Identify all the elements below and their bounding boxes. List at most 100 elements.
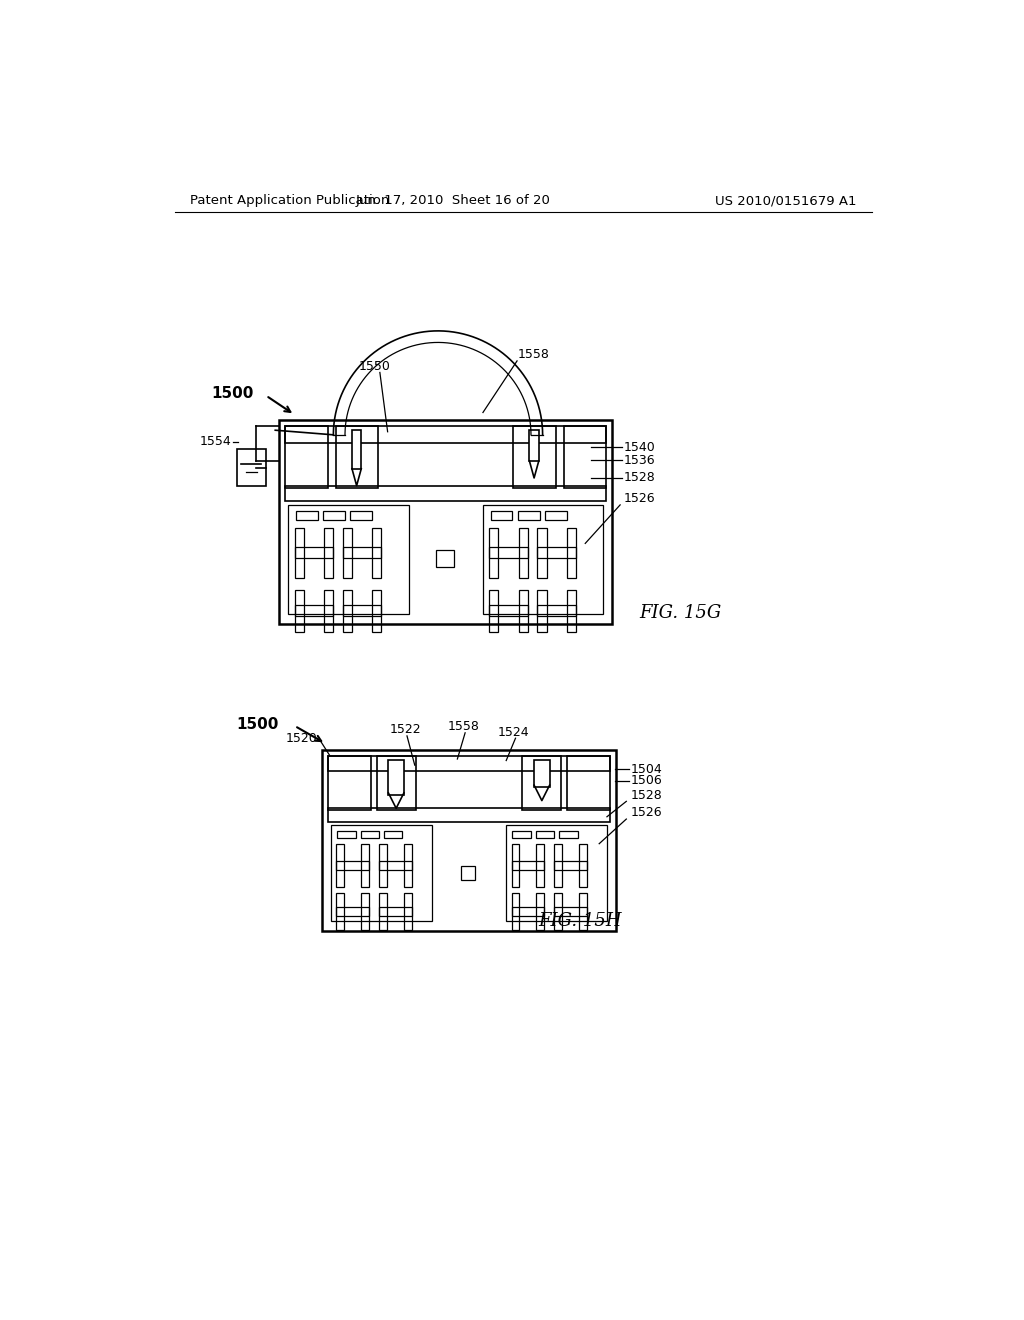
Bar bbox=[518, 528, 528, 578]
Text: 1550: 1550 bbox=[358, 360, 390, 372]
Bar bbox=[372, 528, 381, 578]
Bar bbox=[554, 907, 587, 916]
Bar bbox=[518, 511, 540, 520]
Text: 1524: 1524 bbox=[498, 726, 529, 739]
Bar bbox=[538, 590, 547, 632]
Bar bbox=[567, 756, 610, 810]
Bar bbox=[490, 511, 512, 520]
Bar bbox=[512, 907, 544, 916]
Bar bbox=[361, 845, 369, 887]
Bar bbox=[322, 750, 616, 931]
Bar bbox=[545, 511, 566, 520]
Bar bbox=[554, 894, 562, 929]
Text: 1540: 1540 bbox=[624, 441, 655, 454]
Bar bbox=[566, 590, 575, 632]
Bar bbox=[350, 511, 372, 520]
Bar bbox=[536, 830, 554, 838]
Bar bbox=[295, 528, 304, 578]
Bar bbox=[377, 756, 416, 810]
Bar bbox=[286, 426, 328, 488]
Bar bbox=[506, 825, 607, 921]
Bar bbox=[489, 590, 499, 632]
Bar bbox=[388, 760, 403, 795]
Bar bbox=[489, 548, 528, 558]
Bar bbox=[336, 426, 378, 488]
Bar bbox=[379, 845, 387, 887]
Text: 1528: 1528 bbox=[630, 789, 662, 803]
Text: 1558: 1558 bbox=[518, 348, 550, 362]
Bar bbox=[512, 845, 519, 887]
Bar bbox=[538, 548, 575, 558]
Bar bbox=[522, 756, 561, 810]
Bar bbox=[537, 845, 544, 887]
Bar bbox=[403, 845, 412, 887]
Bar bbox=[360, 830, 379, 838]
Bar bbox=[343, 528, 352, 578]
Bar bbox=[324, 528, 334, 578]
Bar bbox=[372, 590, 381, 632]
Text: 1526: 1526 bbox=[630, 807, 662, 820]
Bar bbox=[295, 605, 334, 615]
Bar bbox=[554, 861, 587, 870]
Text: 1526: 1526 bbox=[624, 492, 655, 506]
Bar bbox=[237, 449, 266, 487]
Bar bbox=[489, 528, 499, 578]
Bar bbox=[343, 605, 381, 615]
Bar bbox=[337, 861, 369, 870]
Bar bbox=[361, 894, 369, 929]
Bar bbox=[512, 830, 531, 838]
Bar bbox=[280, 420, 612, 624]
Bar bbox=[537, 894, 544, 929]
Bar bbox=[512, 861, 544, 870]
Bar bbox=[483, 504, 603, 614]
Bar bbox=[513, 426, 556, 488]
Text: Jun. 17, 2010  Sheet 16 of 20: Jun. 17, 2010 Sheet 16 of 20 bbox=[356, 194, 551, 207]
Text: 1528: 1528 bbox=[624, 471, 655, 484]
Bar bbox=[337, 845, 344, 887]
Text: FIG. 15H: FIG. 15H bbox=[539, 912, 623, 929]
Bar bbox=[324, 511, 345, 520]
Bar bbox=[331, 825, 432, 921]
Bar bbox=[384, 830, 402, 838]
Bar bbox=[296, 511, 317, 520]
Bar bbox=[337, 907, 369, 916]
Bar bbox=[328, 808, 610, 822]
Bar bbox=[324, 590, 334, 632]
Bar bbox=[289, 504, 409, 614]
Bar bbox=[343, 590, 352, 632]
Bar bbox=[512, 894, 519, 929]
Bar bbox=[518, 590, 528, 632]
Bar bbox=[352, 430, 361, 469]
Bar bbox=[563, 426, 606, 488]
Bar bbox=[579, 894, 587, 929]
Bar bbox=[337, 830, 356, 838]
Text: US 2010/0151679 A1: US 2010/0151679 A1 bbox=[715, 194, 856, 207]
Text: 1504: 1504 bbox=[630, 763, 662, 776]
Bar bbox=[286, 486, 606, 502]
Text: FIG. 15G: FIG. 15G bbox=[640, 603, 722, 622]
Bar bbox=[554, 845, 562, 887]
Text: 1506: 1506 bbox=[630, 774, 662, 787]
Bar bbox=[535, 760, 550, 788]
Bar bbox=[379, 894, 387, 929]
Bar bbox=[328, 756, 371, 810]
Bar bbox=[379, 861, 412, 870]
Text: 1520: 1520 bbox=[286, 733, 317, 746]
Bar bbox=[461, 866, 475, 880]
Bar bbox=[379, 907, 412, 916]
Bar bbox=[403, 894, 412, 929]
Text: 1500: 1500 bbox=[211, 385, 254, 401]
Text: 1536: 1536 bbox=[624, 454, 655, 467]
Text: Patent Application Publication: Patent Application Publication bbox=[190, 194, 389, 207]
Bar bbox=[559, 830, 578, 838]
Text: 1554: 1554 bbox=[200, 436, 231, 449]
Bar bbox=[286, 426, 606, 444]
Bar bbox=[529, 430, 539, 461]
Text: 1500: 1500 bbox=[237, 717, 280, 731]
Text: 1558: 1558 bbox=[447, 721, 479, 733]
Bar bbox=[343, 548, 381, 558]
Text: 1522: 1522 bbox=[390, 723, 421, 737]
Bar bbox=[538, 528, 547, 578]
Bar bbox=[566, 528, 575, 578]
Bar bbox=[538, 605, 575, 615]
